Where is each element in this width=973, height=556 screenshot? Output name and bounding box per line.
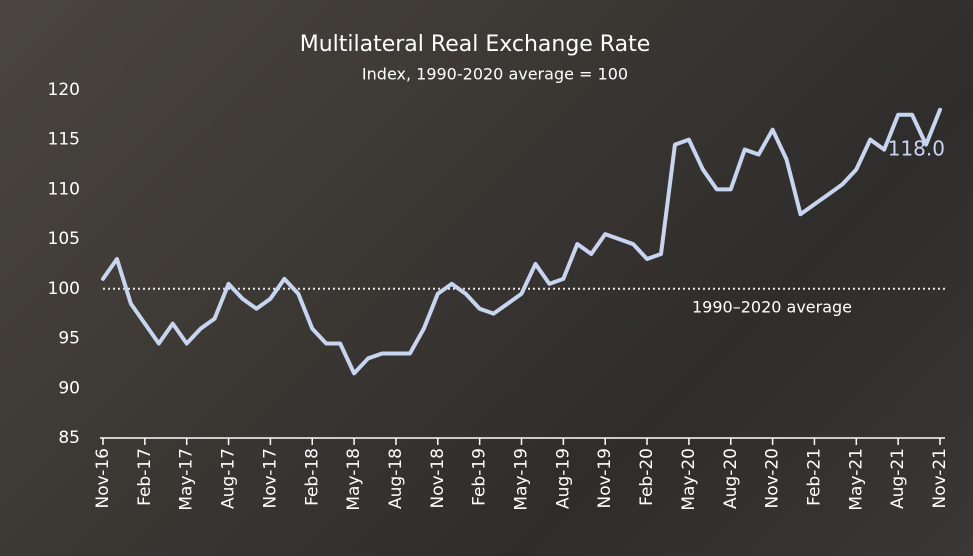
x-tick-label: Feb-18 [302,448,322,506]
x-tick-label: Aug-17 [219,448,239,509]
chart: Multilateral Real Exchange Rate Index, 1… [0,0,973,556]
x-tick-label: Nov-19 [595,448,615,509]
x-tick-label: Feb-21 [804,448,824,506]
y-tick-label: 105 [48,229,80,249]
end-label: 118.0 [888,136,945,160]
x-tick-label: Nov-21 [930,448,950,509]
x-tick-label: Nov-18 [428,448,448,509]
x-tick-label: Nov-20 [763,448,783,509]
series-line [103,110,940,374]
x-tick-label: Aug-20 [721,448,741,509]
y-tick-label: 90 [58,378,80,398]
x-tick-label: Feb-20 [637,448,657,506]
y-tick-label: 120 [48,80,80,100]
x-tick-label: May-19 [512,448,532,511]
x-tick-label: Aug-19 [553,448,573,509]
x-tick-label: Aug-21 [888,448,908,509]
y-tick-label: 115 [48,130,80,150]
x-tick-label: May-20 [679,448,699,511]
x-tick-label: May-17 [177,448,197,511]
chart-title: Multilateral Real Exchange Rate [300,32,651,57]
page: Multilateral Real Exchange Rate Index, 1… [0,0,973,556]
x-tick-label: Nov-16 [93,448,113,509]
chart-subtitle: Index, 1990-2020 average = 100 [362,65,628,84]
reference-label: 1990–2020 average [692,297,852,316]
y-tick-label: 110 [48,179,80,199]
x-tick-label: Feb-17 [135,448,155,506]
x-tick-label: May-18 [344,448,364,511]
y-tick-label: 95 [58,329,80,349]
x-tick-label: May-21 [846,448,866,511]
x-tick-label: Nov-17 [260,448,280,509]
x-tick-label: Feb-19 [470,448,490,506]
y-tick-label: 85 [58,428,80,448]
y-tick-label: 100 [48,279,80,299]
x-tick-label: Aug-18 [386,448,406,509]
